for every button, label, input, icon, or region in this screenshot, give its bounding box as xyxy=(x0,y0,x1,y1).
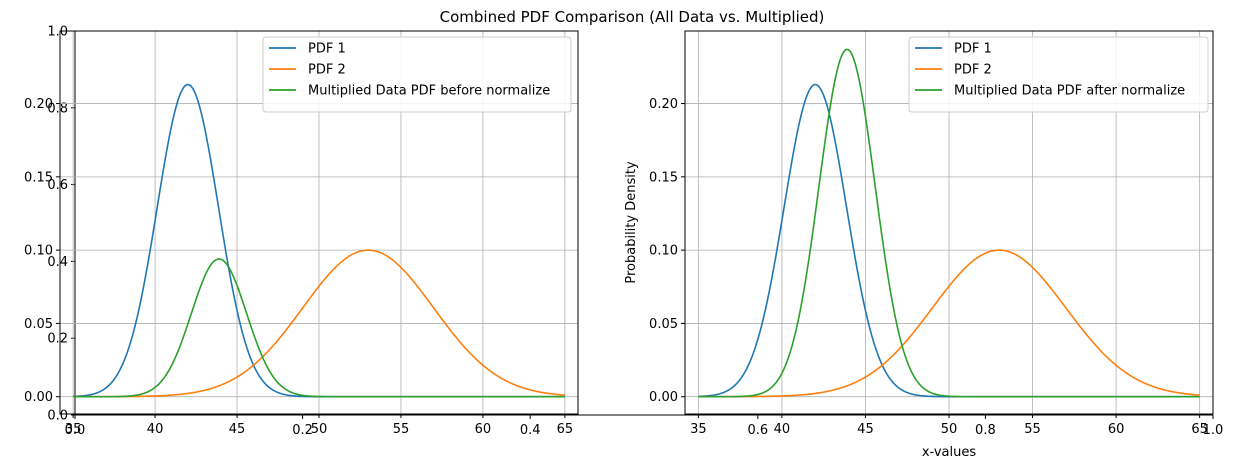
figure-x-tick-label: 0.8 xyxy=(975,423,996,438)
figure-x-tick-label: 0.4 xyxy=(520,423,541,438)
figure-y-tick-label: 0.4 xyxy=(47,255,68,270)
y-tick-label: 0.15 xyxy=(24,170,53,185)
y-tick-label: 0.10 xyxy=(649,244,678,259)
y-tick-label: 0.10 xyxy=(24,244,53,259)
legend-label: PDF 2 xyxy=(954,63,992,78)
figure-x-tick-label: 0.0 xyxy=(65,423,86,438)
figure-y-tick-label: 1.0 xyxy=(47,25,68,40)
y-tick-label: 0.00 xyxy=(24,390,53,405)
figure-x-tick-label: 0.6 xyxy=(747,423,768,438)
figure-axes: 0.0 0.2 0.4 0.6 0.8 1.0 0.0 0.2 0.4 0.6 0.8 1.0 xyxy=(47,25,1223,439)
x-axis-label: x-values xyxy=(922,445,977,460)
x-tick-label: 35 xyxy=(65,422,82,437)
x-tick-label: 40 xyxy=(774,422,791,437)
legend-label: Multiplied Data PDF before normalize xyxy=(308,84,550,99)
series-line-2 xyxy=(698,249,1200,398)
figure-title: Combined PDF Comparison (All Data vs. Mu… xyxy=(440,8,825,26)
y-tick-label: 0.05 xyxy=(24,317,53,332)
y-tick-label: 0.00 xyxy=(649,390,678,405)
y-tick-label: 0.20 xyxy=(649,97,678,112)
series-line-3 xyxy=(698,48,1200,398)
x-tick-label: 60 xyxy=(475,422,492,437)
x-tick-label: 40 xyxy=(147,422,164,437)
figure-x-tick-label: 0.2 xyxy=(292,423,313,438)
x-tick-label: 60 xyxy=(1108,422,1125,437)
x-tick-label: 45 xyxy=(857,422,874,437)
series-line-2 xyxy=(73,249,565,398)
y-tick-label: 0.05 xyxy=(649,317,678,332)
x-tick-label: 55 xyxy=(393,422,410,437)
x-tick-label: 65 xyxy=(1191,422,1208,437)
figure-y-tick-label: 0.2 xyxy=(47,332,68,347)
legend-label: Multiplied Data PDF after normalize xyxy=(954,84,1185,99)
figure-y-tick-label: 0.8 xyxy=(47,101,68,116)
legend: PDF 1 PDF 2 Multiplied Data PDF before nor… xyxy=(262,36,572,113)
series-line-3 xyxy=(73,258,565,398)
x-tick-label: 55 xyxy=(1024,422,1041,437)
legend-box xyxy=(262,36,572,113)
legend: PDF 1 PDF 2 Multiplied Data PDF after norm… xyxy=(908,36,1209,113)
x-tick-label: 50 xyxy=(941,422,958,437)
legend-label: PDF 1 xyxy=(308,42,346,57)
figure-x-tick-label: 1.0 xyxy=(1203,423,1224,438)
y-axis-label: Probability Density xyxy=(624,161,639,284)
x-tick-label: 50 xyxy=(311,422,328,437)
x-tick-label: 35 xyxy=(690,422,707,437)
right-panel: 35 40 45 50 55 60 65 0.00 0.05 0.10 0.15 0.20 x-valu… xyxy=(624,30,1214,460)
legend-label: PDF 1 xyxy=(954,42,992,57)
y-tick-label: 0.20 xyxy=(24,97,53,112)
x-tick-label: 65 xyxy=(557,422,574,437)
figure-y-tick-label: 0.0 xyxy=(47,409,68,424)
figure-y-tick-label: 0.6 xyxy=(47,178,68,193)
y-tick-label: 0.15 xyxy=(649,170,678,185)
x-tick-label: 45 xyxy=(229,422,246,437)
legend-box xyxy=(908,36,1209,113)
legend-label: PDF 2 xyxy=(308,63,346,78)
